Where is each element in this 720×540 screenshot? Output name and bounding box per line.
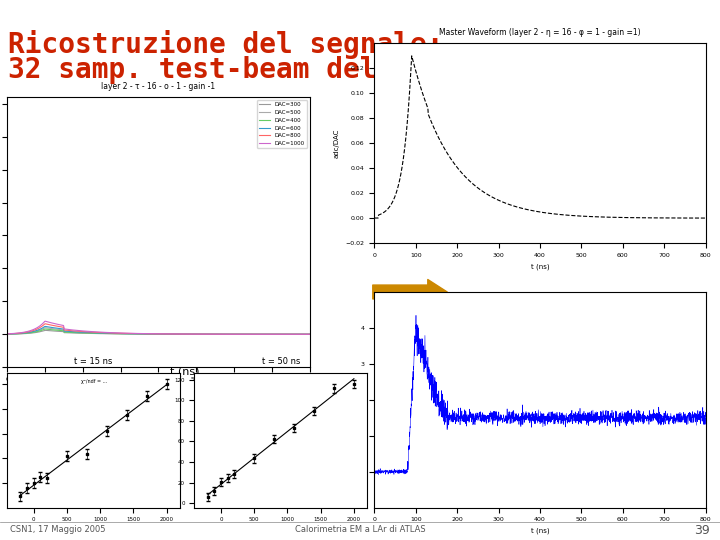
DAC=400 [251, 331, 260, 338]
DAC=400 [3, 331, 12, 338]
DAC=500 [167, 331, 176, 338]
DAC=1000 [299, 331, 307, 338]
DAC=600 [167, 331, 176, 338]
FancyArrowPatch shape [163, 223, 187, 332]
DAC=400 [149, 331, 158, 338]
DAC=1000 [147, 330, 156, 337]
Text: t (ns): t (ns) [170, 367, 199, 377]
DAC=600 [251, 331, 260, 338]
DAC=500 [184, 331, 192, 338]
DAC=300 [147, 331, 156, 338]
DAC=600 [3, 331, 12, 338]
DAC=500 [149, 331, 158, 338]
Y-axis label: adc/DAC₀: adc/DAC₀ [349, 383, 355, 416]
DAC=300 [251, 331, 260, 338]
DAC=300 [299, 331, 307, 338]
X-axis label: t (ns): t (ns) [531, 264, 549, 270]
Title: t = 50 ns: t = 50 ns [261, 357, 300, 366]
DAC=400 [41, 326, 50, 332]
DAC=300 [305, 331, 314, 338]
Line: DAC=400: DAC=400 [7, 329, 310, 334]
Title: layer 2 - τ - 16 - o - 1 - gain -1: layer 2 - τ - 16 - o - 1 - gain -1 [102, 82, 215, 91]
DAC=1000 [149, 330, 158, 337]
DAC=400 [299, 331, 307, 338]
DAC=300 [184, 331, 192, 338]
DAC=500 [3, 331, 12, 338]
DAC=1000 [167, 330, 176, 337]
Text: y(t) = m(t) x DAC + DAC: y(t) = m(t) x DAC + DAC [436, 52, 624, 68]
DAC=1000 [305, 331, 314, 338]
Text: 0: 0 [687, 50, 693, 60]
Text: Calorimetria EM a LAr di ATLAS: Calorimetria EM a LAr di ATLAS [294, 525, 426, 535]
Text: CSN1, 17 Maggio 2005: CSN1, 17 Maggio 2005 [10, 525, 106, 535]
Text: 32 samp. test-beam delay runs: 32 samp. test-beam delay runs [8, 56, 494, 84]
DAC=400 [167, 331, 176, 338]
DAC=800 [41, 321, 50, 327]
Text: Ricostruzione del segnale:: Ricostruzione del segnale: [8, 30, 444, 59]
DAC=800 [251, 331, 260, 338]
DAC=800 [3, 330, 12, 337]
DAC=600 [299, 331, 307, 338]
DAC=800 [147, 330, 156, 337]
Text: χ²/ndf = ...: χ²/ndf = ... [81, 380, 107, 384]
Text: 39: 39 [694, 523, 710, 537]
DAC=500 [251, 331, 260, 338]
DAC=1000 [251, 331, 260, 338]
Y-axis label: adc/DAC: adc/DAC [334, 129, 340, 158]
DAC=800 [299, 331, 307, 338]
Line: DAC=1000: DAC=1000 [7, 321, 310, 334]
DAC=500 [305, 331, 314, 338]
DAC=600 [41, 323, 50, 330]
DAC=300 [167, 331, 176, 338]
DAC=400 [305, 331, 314, 338]
Title: Master Waveform (layer 2 - η = 16 - φ = 1 - gain =1): Master Waveform (layer 2 - η = 16 - φ = … [439, 28, 641, 37]
FancyArrowPatch shape [373, 280, 447, 305]
DAC=800 [184, 331, 192, 338]
DAC=300 [41, 327, 50, 334]
DAC=800 [149, 330, 158, 337]
DAC=600 [305, 331, 314, 338]
DAC=300 [3, 331, 12, 338]
Line: DAC=500: DAC=500 [7, 328, 310, 334]
Line: DAC=600: DAC=600 [7, 327, 310, 334]
Line: DAC=300: DAC=300 [7, 330, 310, 334]
DAC=800 [305, 331, 314, 338]
DAC=500 [147, 331, 156, 338]
DAC=400 [184, 331, 192, 338]
DAC=500 [41, 325, 50, 331]
DAC=600 [147, 330, 156, 337]
Line: DAC=800: DAC=800 [7, 324, 310, 334]
DAC=600 [184, 331, 192, 338]
Title: t = 15 ns: t = 15 ns [74, 357, 113, 366]
X-axis label: t (ns): t (ns) [531, 528, 549, 535]
DAC=1000 [184, 331, 192, 338]
DAC=400 [147, 331, 156, 338]
DAC=1000 [41, 318, 50, 325]
DAC=300 [149, 331, 158, 338]
DAC=1000 [3, 330, 12, 337]
Legend: DAC=300, DAC=500, DAC=400, DAC=600, DAC=800, DAC=1000: DAC=300, DAC=500, DAC=400, DAC=600, DAC=… [257, 100, 307, 149]
DAC=800 [167, 331, 176, 338]
DAC=600 [149, 330, 158, 337]
DAC=500 [299, 331, 307, 338]
